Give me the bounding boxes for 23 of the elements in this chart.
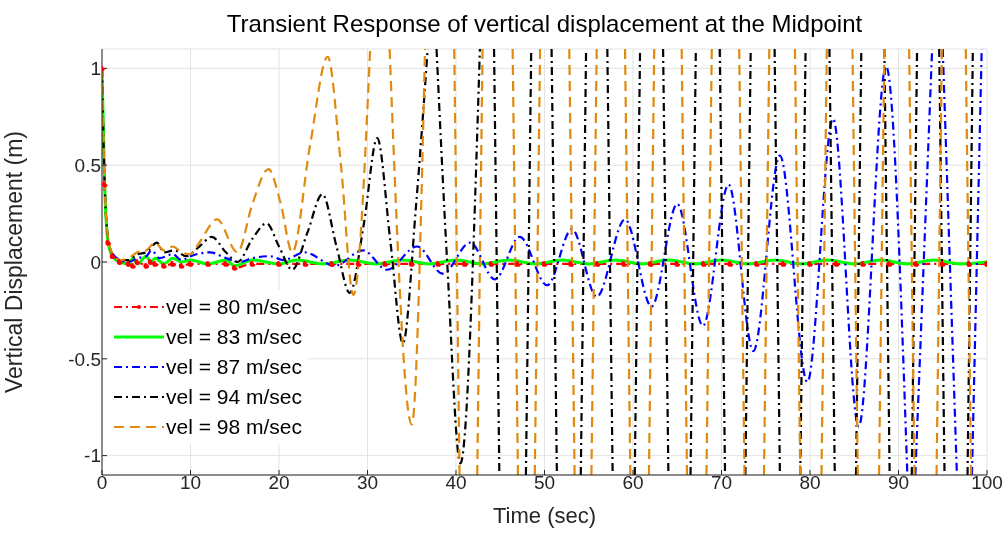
y-tick-label: 0.5: [74, 154, 101, 176]
y-tick-label: -0.5: [68, 348, 101, 370]
legend-label: vel = 98 m/sec: [166, 414, 302, 440]
x-axis-title: Time (sec): [492, 503, 597, 528]
legend-label: vel = 94 m/sec: [166, 384, 302, 410]
legend-label: vel = 83 m/sec: [166, 324, 302, 350]
x-tick-label: 30: [356, 472, 379, 494]
x-tick-label: 10: [179, 472, 202, 494]
x-tick-label: 90: [887, 472, 910, 494]
x-tick-label: 70: [710, 472, 733, 494]
chart-title: Transient Response of vertical displacement at the Midpoint: [225, 10, 864, 38]
x-tick-label: 50: [533, 472, 556, 494]
y-tick-label: 0: [90, 251, 101, 273]
x-tick-label: 60: [622, 472, 644, 494]
x-tick-label: 80: [799, 472, 821, 494]
legend-label: vel = 80 m/sec: [166, 294, 302, 320]
legend-label: vel = 87 m/sec: [166, 354, 302, 380]
y-tick-label: -1: [84, 445, 101, 467]
y-tick-label: 1: [90, 58, 101, 80]
x-tick-label: 20: [268, 472, 290, 494]
y-axis-title: Vertical Displacement (m): [1, 130, 28, 394]
x-tick-label: 100: [971, 472, 1003, 494]
x-tick-label: 40: [445, 472, 467, 494]
